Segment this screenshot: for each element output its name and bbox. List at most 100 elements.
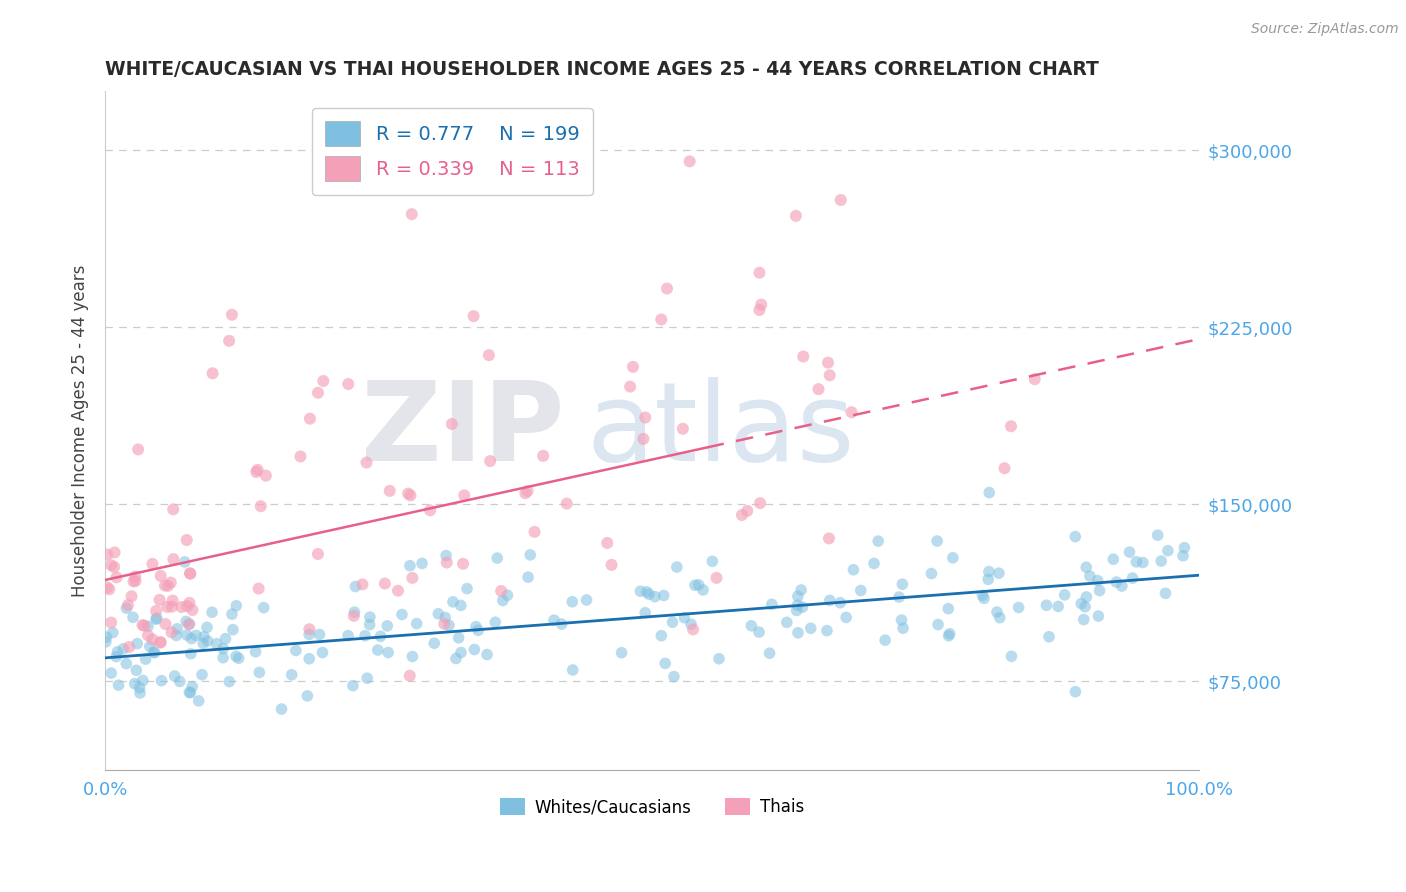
- Point: [1087, 574, 1109, 588]
- Point: [475, 648, 498, 662]
- Point: [124, 574, 146, 588]
- Point: [927, 617, 949, 632]
- Point: [166, 622, 188, 636]
- Point: [359, 617, 381, 632]
- Point: [162, 552, 184, 566]
- Point: [1173, 541, 1195, 555]
- Point: [128, 681, 150, 695]
- Point: [370, 629, 392, 643]
- Point: [973, 591, 995, 606]
- Point: [225, 599, 247, 613]
- Point: [450, 646, 472, 660]
- Point: [153, 578, 176, 592]
- Point: [180, 632, 202, 646]
- Point: [555, 497, 578, 511]
- Point: [484, 615, 506, 630]
- Point: [405, 616, 427, 631]
- Point: [706, 571, 728, 585]
- Point: [519, 548, 541, 562]
- Point: [1053, 588, 1076, 602]
- Point: [122, 574, 145, 589]
- Point: [179, 566, 201, 581]
- Point: [550, 617, 572, 632]
- Point: [249, 500, 271, 514]
- Point: [1154, 586, 1177, 600]
- Point: [1150, 554, 1173, 568]
- Point: [141, 557, 163, 571]
- Point: [352, 577, 374, 591]
- Point: [451, 557, 474, 571]
- Point: [748, 266, 770, 280]
- Point: [176, 628, 198, 642]
- Point: [610, 646, 633, 660]
- Point: [787, 625, 810, 640]
- Point: [938, 626, 960, 640]
- Point: [149, 569, 172, 583]
- Point: [245, 465, 267, 479]
- Point: [447, 631, 470, 645]
- Point: [170, 599, 193, 614]
- Point: [702, 554, 724, 568]
- Point: [785, 209, 807, 223]
- Point: [652, 589, 675, 603]
- Point: [1132, 556, 1154, 570]
- Point: [139, 640, 162, 654]
- Point: [486, 551, 509, 566]
- Point: [401, 207, 423, 221]
- Point: [280, 667, 302, 681]
- Point: [434, 549, 457, 563]
- Point: [344, 580, 367, 594]
- Point: [121, 589, 143, 603]
- Point: [1111, 579, 1133, 593]
- Point: [197, 634, 219, 648]
- Point: [387, 583, 409, 598]
- Point: [1064, 530, 1087, 544]
- Point: [561, 663, 583, 677]
- Point: [125, 663, 148, 677]
- Point: [665, 560, 688, 574]
- Point: [193, 630, 215, 644]
- Point: [1007, 600, 1029, 615]
- Point: [254, 468, 277, 483]
- Point: [842, 563, 865, 577]
- Point: [463, 642, 485, 657]
- Point: [841, 405, 863, 419]
- Point: [247, 665, 270, 680]
- Point: [312, 374, 335, 388]
- Point: [1000, 419, 1022, 434]
- Point: [378, 483, 401, 498]
- Point: [343, 608, 366, 623]
- Point: [650, 312, 672, 326]
- Point: [987, 566, 1010, 581]
- Point: [936, 601, 959, 615]
- Point: [792, 350, 814, 364]
- Point: [179, 566, 201, 581]
- Point: [735, 504, 758, 518]
- Point: [156, 599, 179, 614]
- Point: [863, 557, 886, 571]
- Point: [1070, 597, 1092, 611]
- Point: [337, 629, 360, 643]
- Point: [634, 606, 657, 620]
- Point: [786, 589, 808, 603]
- Point: [596, 536, 619, 550]
- Point: [103, 545, 125, 559]
- Point: [374, 576, 396, 591]
- Point: [681, 617, 703, 632]
- Point: [177, 617, 200, 632]
- Point: [174, 615, 197, 629]
- Point: [654, 657, 676, 671]
- Point: [1076, 590, 1098, 604]
- Point: [105, 570, 128, 584]
- Point: [100, 558, 122, 573]
- Point: [179, 617, 201, 632]
- Point: [105, 649, 128, 664]
- Point: [145, 612, 167, 626]
- Point: [761, 597, 783, 611]
- Point: [94, 635, 117, 649]
- Point: [630, 584, 652, 599]
- Point: [337, 377, 360, 392]
- Point: [246, 463, 269, 477]
- Point: [740, 619, 762, 633]
- Point: [356, 671, 378, 685]
